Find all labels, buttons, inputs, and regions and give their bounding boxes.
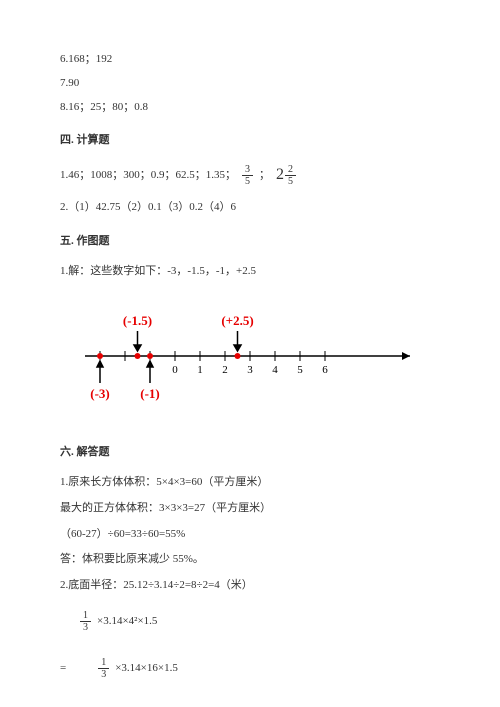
- frac-num: 3: [242, 164, 253, 176]
- eq2-den: 3: [98, 669, 109, 680]
- answer-line-8: 8.16；25；80；0.8: [60, 98, 440, 118]
- tick-5: 5: [297, 364, 303, 376]
- s4r1-sep: ；: [259, 166, 270, 186]
- section-5-line-1: 1.解：这些数字如下：-3，-1.5，-1，+2.5: [60, 262, 440, 282]
- tick-0: 0: [172, 364, 178, 376]
- section-4-row-1: 1.46；1008；300；0.9；62.5；1.35； 3 5 ； 2 2 5: [60, 161, 440, 190]
- section-5-title: 五. 作图题: [60, 232, 440, 252]
- eq2-num: 1: [98, 657, 109, 669]
- label-neg-1-5: (-1.5): [123, 313, 152, 328]
- eq2-eq: =: [60, 659, 66, 679]
- eq2-rest: ×3.14×16×1.5: [115, 659, 178, 679]
- s6-p1: 1.原来长方体体积：5×4×3=60（平方厘米）: [60, 473, 440, 493]
- s4r1-prefix: 1.46；1008；300；0.9；62.5；1.35；: [60, 166, 236, 186]
- s6-eq1: 1 3 ×3.14×4²×1.5: [80, 610, 440, 633]
- label-neg-1: (-1): [140, 386, 160, 401]
- mixed-den: 5: [285, 176, 296, 187]
- fraction-3-5: 3 5: [242, 164, 253, 187]
- tick-2: 2: [222, 364, 228, 376]
- s6-p5: 2.底面半径：25.12÷3.14÷2=8÷2=4（米）: [60, 576, 440, 596]
- tick-1: 1: [197, 364, 203, 376]
- label-neg-3: (-3): [90, 386, 110, 401]
- section-6-title: 六. 解答题: [60, 443, 440, 463]
- s6-eq2: = 1 3 ×3.14×16×1.5: [60, 657, 440, 680]
- tick-6: 6: [322, 364, 328, 376]
- eq1-num: 1: [80, 610, 91, 622]
- s6-p2: 最大的正方体体积：3×3×3=27（平方厘米）: [60, 499, 440, 519]
- s6-p4: 答：体积要比原来减少 55%。: [60, 550, 440, 570]
- eq1-den: 3: [80, 622, 91, 633]
- mixed-2-2-5: 2 2 5: [276, 161, 296, 190]
- answer-line-7: 7.90: [60, 74, 440, 94]
- tick-4: 4: [272, 364, 278, 376]
- eq1-rest: ×3.14×4²×1.5: [97, 612, 157, 632]
- label-pos-2-5: (+2.5): [221, 313, 253, 328]
- section-4-row-2: 2.（1）42.75（2）0.1（3）0.2（4）6: [60, 198, 440, 218]
- answer-line-6: 6.168；192: [60, 50, 440, 70]
- section-4-title: 四. 计算题: [60, 131, 440, 151]
- frac-den: 5: [242, 176, 253, 187]
- s6-p3: （60-27）÷60=33÷60=55%: [60, 525, 440, 545]
- tick-3: 3: [247, 364, 253, 376]
- mixed-frac: 2 5: [285, 164, 296, 187]
- mixed-whole: 2: [276, 161, 284, 190]
- eq1-frac: 1 3: [80, 610, 91, 633]
- eq2-frac: 1 3: [98, 657, 109, 680]
- mixed-num: 2: [285, 164, 296, 176]
- number-line-diagram: 0 1 2 3 4 5 6: [60, 301, 440, 419]
- number-line-svg: 0 1 2 3 4 5 6: [80, 301, 420, 411]
